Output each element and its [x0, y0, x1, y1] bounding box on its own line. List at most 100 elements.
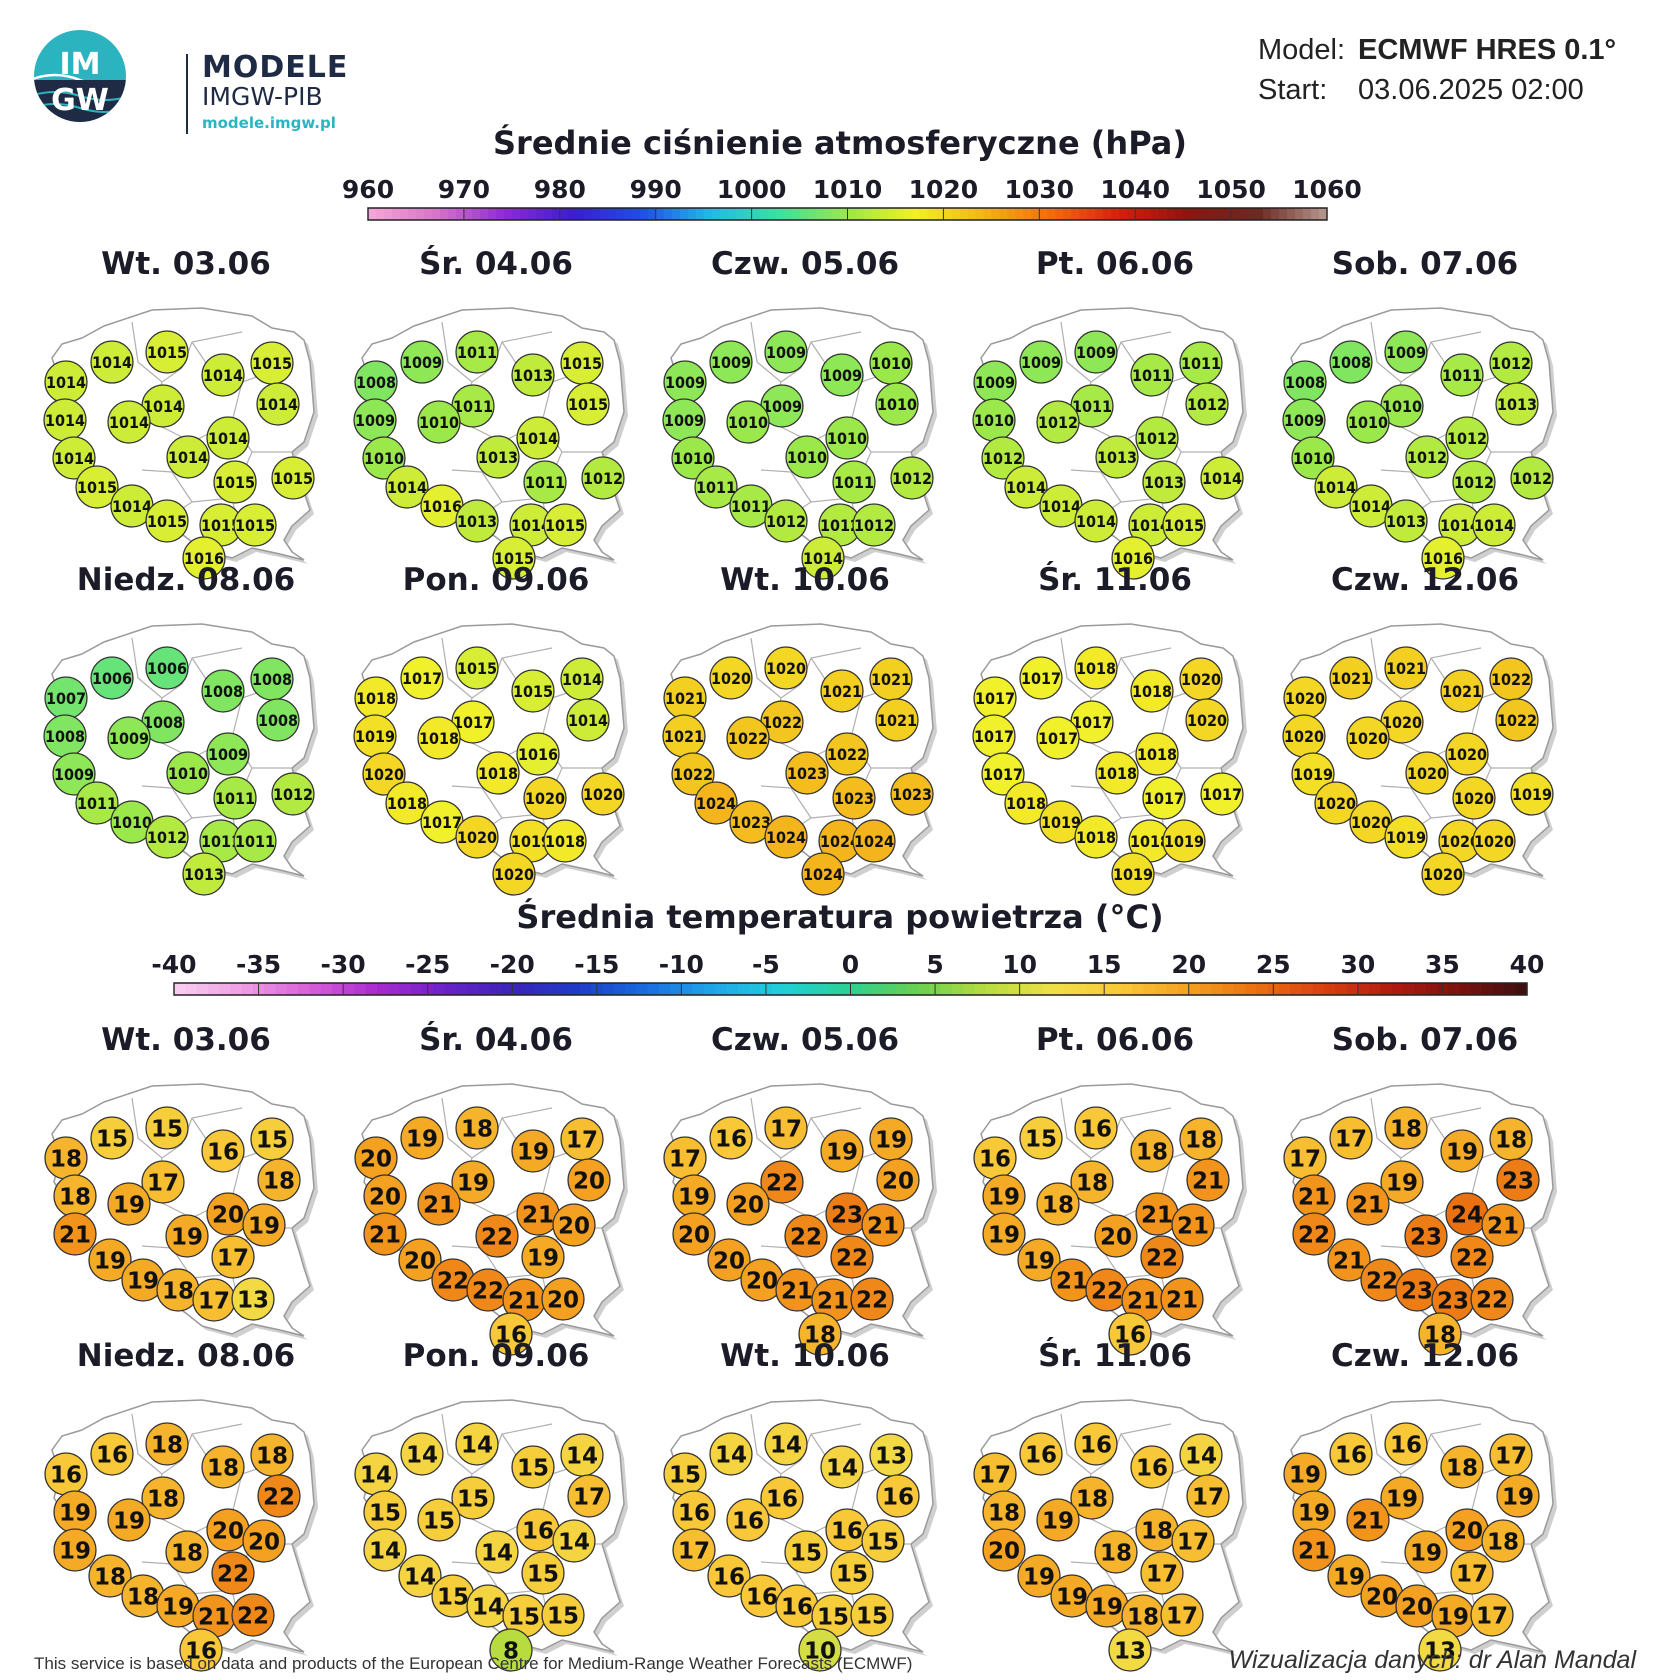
temperature-value-marker — [107, 1182, 151, 1226]
temperature-value-marker — [1327, 1554, 1371, 1598]
temperature-value-label: 18 — [263, 1168, 295, 1194]
temperature-value-marker — [1470, 1593, 1514, 1637]
pressure-value-label: 1024 — [766, 828, 806, 847]
pressure-value-label: 1018 — [1130, 832, 1170, 851]
temperature-value-marker — [1019, 1116, 1063, 1160]
logo-url[interactable]: modele.imgw.pl — [202, 114, 336, 132]
temperature-value-marker — [1186, 1474, 1230, 1518]
pressure-value-label: 1014 — [1316, 478, 1356, 497]
pressure-title: Średnie ciśnienie atmosferyczne (hPa) — [492, 124, 1188, 162]
temperature-value-label: 22 — [472, 1278, 504, 1304]
temperature-value-label: 20 — [1366, 1584, 1398, 1610]
temperature-value-marker — [672, 1528, 716, 1572]
pressure-value-label: 1014 — [1006, 478, 1046, 497]
temperature-value-marker — [1094, 1214, 1138, 1258]
pressure-value-marker — [1142, 776, 1186, 820]
pressure-value-label: 1009 — [762, 397, 802, 416]
pressure-panel-date: Czw. 12.06 — [1331, 562, 1519, 598]
temperature-value-marker — [726, 1498, 770, 1542]
temperature-value-marker — [1380, 1160, 1424, 1204]
temperature-value-marker — [876, 1474, 920, 1518]
region-border — [441, 321, 493, 383]
temperature-value-marker — [231, 1593, 275, 1637]
temperature-value-marker — [1108, 1312, 1152, 1356]
temperature-value-marker — [53, 1528, 97, 1572]
pressure-value-label: 1012 — [766, 512, 806, 531]
pressure-value-label: 1020 — [525, 789, 565, 808]
temperature-value-label: 18 — [1136, 1139, 1168, 1165]
pressure-value-marker — [1185, 382, 1229, 426]
temperature-value-marker — [1418, 1628, 1462, 1672]
pressure-value-label: 1016 — [518, 745, 558, 764]
pressure-value-marker — [523, 460, 567, 504]
pressure-value-label: 1021 — [1386, 659, 1426, 678]
pressure-value-label: 1018 — [478, 764, 518, 783]
temperature-colorbar-tick-label: 0 — [842, 950, 859, 979]
temperature-value-label: 15 — [790, 1540, 822, 1566]
temperature-value-label: 19 — [1446, 1139, 1478, 1165]
pressure-value-marker — [890, 456, 934, 500]
temperature-value-marker — [363, 1212, 407, 1256]
pressure-value-marker — [671, 436, 715, 480]
pressure-value-label: 1020 — [1284, 727, 1324, 746]
pressure-value-marker — [1004, 781, 1048, 825]
temperature-value-marker — [830, 1235, 874, 1279]
temperature-value-label: 20 — [1100, 1224, 1132, 1250]
pressure-colorbar-tick-label: 1000 — [717, 175, 787, 204]
temperature-value-label: 19 — [1042, 1508, 1074, 1534]
temperature-value-label: 17 — [1476, 1603, 1508, 1629]
pressure-value-label: 1015 — [1164, 516, 1204, 535]
temperature-value-label: 18 — [1185, 1127, 1217, 1153]
temperature-value-label: 22 — [437, 1268, 469, 1294]
temperature-value-label: 17 — [770, 1116, 802, 1142]
region-border — [131, 1097, 183, 1159]
pressure-value-marker — [455, 646, 499, 690]
pressure-value-label: 1006 — [147, 659, 187, 678]
pressure-value-marker — [1185, 698, 1229, 742]
pressure-value-label: 1014 — [1041, 497, 1081, 516]
temperature-value-label: 18 — [162, 1278, 194, 1304]
pressure-value-marker — [1510, 456, 1554, 500]
temperature-value-marker — [521, 1551, 565, 1595]
temperature-value-label: 17 — [566, 1127, 598, 1153]
pressure-value-marker — [492, 536, 536, 580]
pressure-value-marker — [726, 400, 770, 444]
temperature-value-label: 20 — [404, 1248, 436, 1274]
pressure-value-label: 1017 — [1038, 729, 1078, 748]
pressure-value-label: 1008 — [252, 670, 292, 689]
temperature-value-label: 19 — [248, 1213, 280, 1239]
temperature-value-label: 23 — [1502, 1168, 1534, 1194]
pressure-colorbar-tick-label: 970 — [438, 175, 490, 204]
pressure-value-marker — [145, 815, 189, 859]
temperature-value-label: 19 — [1298, 1500, 1330, 1526]
pressure-value-marker — [581, 456, 625, 500]
temperature-value-marker — [1094, 1530, 1138, 1574]
temperature-value-label: 15 — [527, 1561, 559, 1587]
temperature-value-label: 19 — [171, 1224, 203, 1250]
pressure-value-marker — [182, 852, 226, 896]
pressure-value-label: 1007 — [46, 689, 86, 708]
pressure-value-marker — [1421, 536, 1465, 580]
pressure-value-label: 1020 — [1447, 745, 1487, 764]
temperature-value-label: 18 — [1042, 1192, 1074, 1218]
temperature-colorbar-tick-label: -15 — [574, 950, 619, 979]
pressure-value-label: 1020 — [1187, 711, 1227, 730]
temperature-value-label: 18 — [1446, 1455, 1478, 1481]
temperature-value-label: 22 — [1456, 1245, 1488, 1271]
pressure-value-marker — [1135, 416, 1179, 460]
temperature-value-label: 18 — [59, 1184, 91, 1210]
pressure-value-label: 1015 — [273, 469, 313, 488]
pressure-colorbar-tick-label: 1050 — [1196, 175, 1266, 204]
pressure-value-marker — [256, 382, 300, 426]
pressure-value-label: 1014 — [208, 429, 248, 448]
pressure-value-label: 1010 — [1348, 413, 1388, 432]
pressure-value-label: 1014 — [1474, 516, 1514, 535]
pressure-value-marker — [875, 382, 919, 426]
temperature-panel-date: Niedz. 08.06 — [77, 1338, 295, 1374]
pressure-value-label: 1010 — [877, 395, 917, 414]
pressure-value-label: 1018 — [1076, 659, 1116, 678]
temperature-value-marker — [257, 1474, 301, 1518]
pressure-value-label: 1010 — [827, 429, 867, 448]
